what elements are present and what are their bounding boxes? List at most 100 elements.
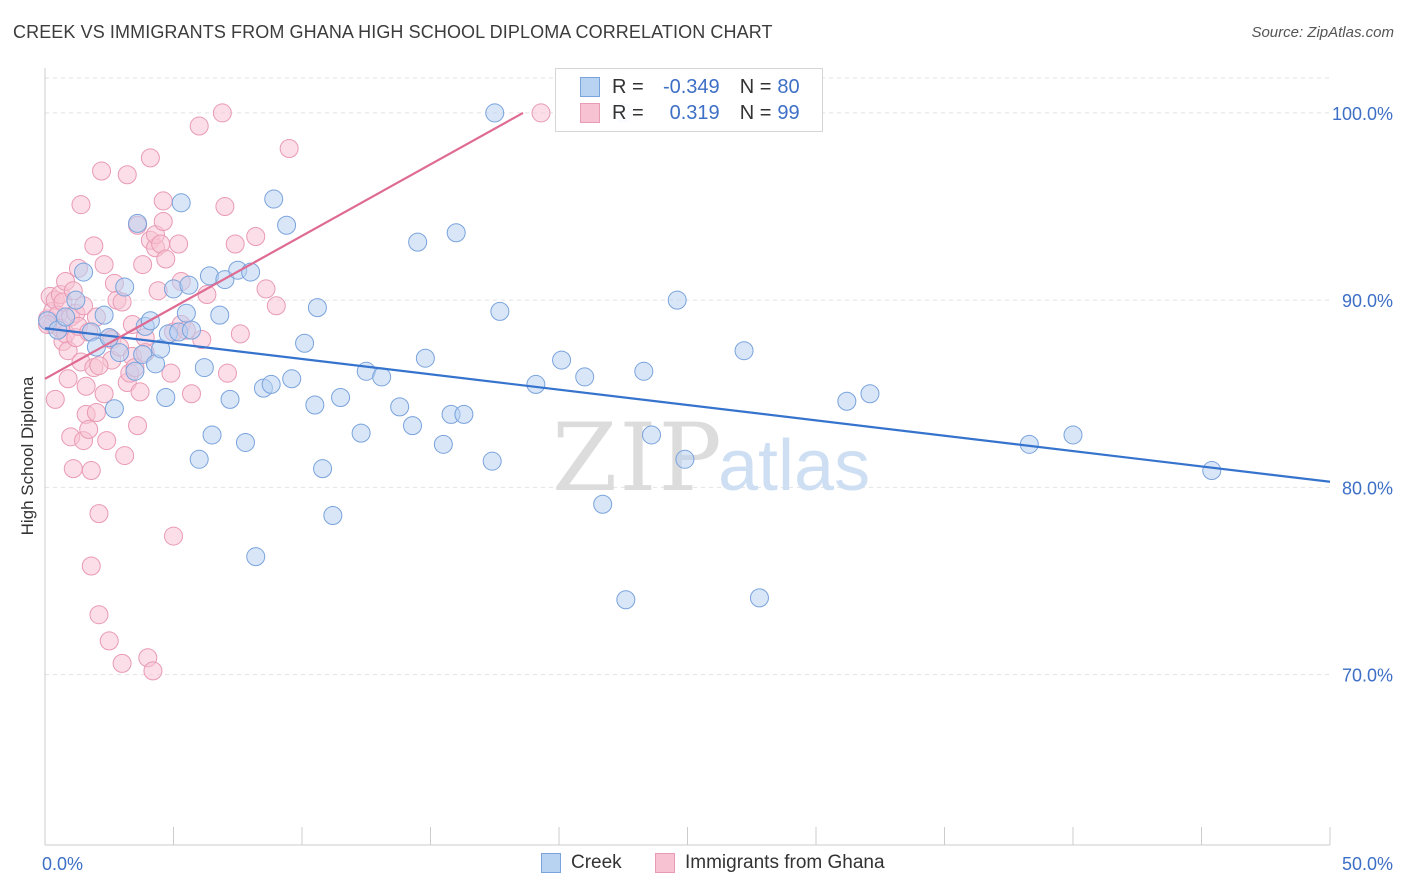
- creek-point-27: [189, 449, 209, 469]
- creek-point-26: [181, 320, 201, 340]
- creek-point-2: [56, 307, 76, 327]
- creek-point-78: [1063, 425, 1083, 445]
- creek-point-46: [313, 459, 333, 479]
- ghana-point-39: [92, 161, 112, 181]
- ghana-point-91: [246, 227, 266, 247]
- ghana-point-30: [79, 419, 99, 439]
- x-tick-label-0: 0.0%: [42, 854, 83, 874]
- ghana-point-97: [89, 356, 109, 376]
- creek-point-41: [277, 215, 297, 235]
- creek-point-68: [616, 590, 636, 610]
- creek-point-7: [94, 305, 114, 325]
- watermark-zip: ZIP: [552, 404, 724, 513]
- creek-point-47: [323, 505, 343, 525]
- ghana-point-78: [169, 234, 189, 254]
- chart-title: CREEK VS IMMIGRANTS FROM GHANA HIGH SCHO…: [13, 22, 773, 42]
- creek-n-label: N =: [739, 75, 772, 98]
- creek-point-18: [151, 339, 171, 359]
- creek-point-49: [351, 423, 371, 443]
- creek-point-64: [552, 350, 572, 370]
- creek-point-79: [1202, 461, 1222, 481]
- ghana-r-value: 0.319: [669, 101, 720, 124]
- ghana-point-90: [230, 324, 250, 344]
- bottom-ghana-swatch: [655, 853, 675, 873]
- ghana-point-94: [266, 296, 286, 316]
- ghana-r-label: R =: [612, 101, 644, 124]
- ghana-point-59: [128, 416, 148, 436]
- creek-point-3: [66, 290, 86, 310]
- ghana-point-83: [189, 116, 209, 136]
- ghana-point-93: [279, 139, 299, 159]
- ghana-point-87: [215, 197, 235, 217]
- creek-point-70: [642, 425, 662, 445]
- ghana-point-92: [256, 279, 276, 299]
- ghana-point-60: [130, 382, 150, 402]
- creek-point-25: [179, 275, 199, 295]
- ghana-point-82: [181, 384, 201, 404]
- ghana-point-27: [76, 376, 96, 396]
- bottom-ghana-label: Immigrants from Ghana: [685, 852, 885, 873]
- ghana-swatch: [580, 103, 600, 123]
- ghana-point-41: [94, 384, 114, 404]
- creek-point-40: [264, 189, 284, 209]
- creek-point-45: [307, 298, 327, 318]
- ghana-point-73: [153, 212, 173, 232]
- watermark: ZIP atlas: [552, 404, 870, 513]
- creek-point-35: [235, 432, 255, 452]
- ghana-point-77: [164, 526, 183, 546]
- ghana-point-72: [153, 191, 173, 211]
- ghana-point-75: [161, 363, 181, 383]
- legend-row-ghana: R = 0.319 N = 99: [580, 101, 800, 125]
- creek-n-value: 80: [777, 75, 800, 98]
- creek-point-36: [241, 262, 261, 282]
- creek-point-62: [485, 103, 505, 123]
- creek-point-58: [446, 223, 466, 243]
- creek-point-51: [372, 367, 392, 387]
- creek-point-65: [575, 367, 595, 387]
- y-tick-label-0: 70.0%: [1342, 666, 1393, 686]
- ghana-point-67: [143, 661, 163, 681]
- ghana-point-52: [115, 446, 135, 466]
- ghana-point-37: [89, 605, 109, 625]
- ghana-point-13: [58, 369, 78, 389]
- creek-points: [38, 103, 1222, 610]
- ghana-trendline: [44, 111, 524, 380]
- ghana-point-23: [71, 195, 91, 215]
- creek-point-13: [128, 213, 148, 233]
- creek-swatch: [580, 77, 600, 97]
- y-tick-label-3: 100.0%: [1332, 104, 1393, 124]
- ghana-point-50: [112, 653, 132, 673]
- x-tick-label-1: 50.0%: [1342, 854, 1393, 874]
- ghana-point-42: [97, 431, 117, 451]
- creek-point-44: [305, 395, 325, 415]
- ghana-point-95: [531, 103, 551, 123]
- creek-point-24: [176, 303, 196, 323]
- creek-point-31: [210, 305, 230, 325]
- creek-point-54: [408, 232, 428, 252]
- bottom-legend-creek: Creek: [541, 852, 622, 874]
- creek-point-55: [415, 348, 435, 368]
- ghana-point-34: [84, 236, 104, 256]
- creek-point-73: [734, 341, 754, 361]
- ghana-point-88: [217, 363, 237, 383]
- bottom-creek-swatch: [541, 853, 561, 873]
- creek-point-33: [220, 389, 240, 409]
- ghana-n-value: 99: [777, 101, 800, 124]
- creek-point-60: [482, 451, 502, 471]
- creek-point-42: [282, 369, 302, 389]
- ghana-point-61: [133, 255, 153, 275]
- ghana-point-5: [45, 389, 65, 409]
- bottom-legend-ghana: Immigrants from Ghana: [655, 852, 885, 874]
- ghana-point-89: [225, 234, 245, 254]
- ghana-point-74: [156, 249, 176, 269]
- creek-point-61: [490, 301, 510, 321]
- correlation-legend: R = -0.349 N = 80 R = 0.319 N = 99: [555, 68, 823, 132]
- ghana-point-17: [63, 459, 83, 479]
- ghana-n-label: N =: [739, 101, 772, 124]
- grid-lines: [45, 77, 1330, 676]
- creek-point-14: [133, 344, 153, 364]
- ghana-point-32: [81, 556, 101, 576]
- creek-point-56: [433, 434, 453, 454]
- ghana-point-65: [140, 148, 160, 168]
